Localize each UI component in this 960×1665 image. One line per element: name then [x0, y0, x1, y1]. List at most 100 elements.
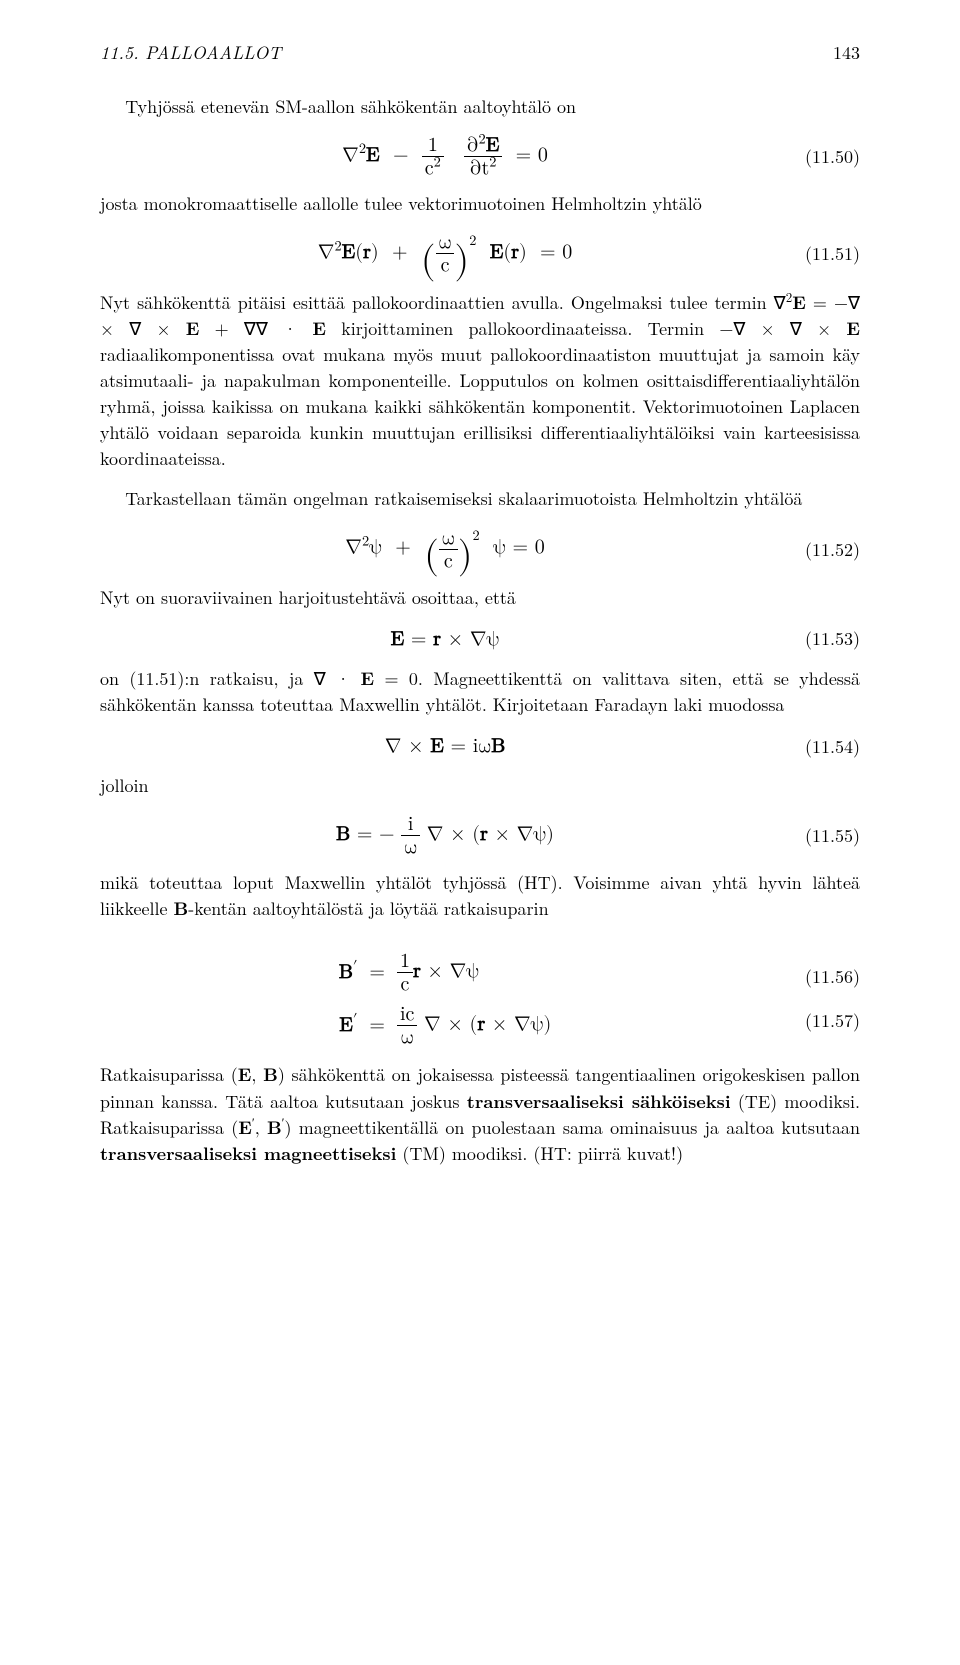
page-number: 143 [833, 40, 860, 66]
eqzero: = 0 [540, 242, 572, 262]
post: × ∇ψ) [488, 824, 554, 844]
num: ω [439, 527, 458, 550]
sup: 2 [489, 155, 496, 170]
sup: 2 [334, 239, 341, 254]
vector-E: E [792, 290, 806, 315]
vector-E: E [312, 316, 326, 341]
text: (TM) moodiksi. (HT: piirrä kuvat!) [396, 1141, 683, 1166]
equation-number: (11.57) [790, 1008, 860, 1034]
equation-body: B = − i ω ∇ × (r × ∇ψ) [100, 813, 790, 858]
num: i [401, 813, 420, 836]
prime: ′ [353, 959, 357, 974]
eqzero: = 0 [516, 145, 548, 165]
bold-tm: transversaaliseksi magneettiseksi [100, 1141, 396, 1166]
text: radiaalikomponentissa ovat mukana myös m… [100, 342, 860, 471]
equation-11-55: B = − i ω ∇ × (r × ∇ψ) (11.55) [100, 813, 860, 858]
post: × ∇ψ [421, 961, 479, 981]
pre: ∇ × ( [420, 824, 480, 844]
frac-d2E-dt2: ∂2E ∂t2 [464, 134, 503, 179]
equation-number: (11.51) [790, 241, 860, 267]
num: ic [397, 1003, 417, 1026]
equation-number: (11.53) [790, 626, 860, 652]
equation-number: (11.54) [790, 734, 860, 760]
nabla-cross: ∇ × [385, 736, 431, 756]
frac-omega-c: ω c [439, 527, 458, 572]
den: c [397, 973, 413, 995]
sup: 2 [473, 528, 480, 543]
minus: − [393, 145, 409, 165]
vector-B: B [336, 824, 350, 844]
equation-11-53: E = r × ∇ψ (11.53) [100, 625, 860, 654]
text: kirjoittaminen pallokoordinaateissa. Ter… [326, 316, 846, 341]
equation-number: (11.55) [790, 823, 860, 849]
lparen: ( [424, 539, 439, 573]
nabla: ∇ [342, 145, 359, 165]
text: Nyt sähkökenttä pitäisi esittää pallokoo… [100, 290, 786, 315]
den: c [425, 158, 434, 178]
partial: ∂ [467, 135, 479, 155]
nabla: ∇ [318, 242, 335, 262]
vector-E: E [490, 242, 504, 262]
section-label: 11.5. PALLOAALLOT [100, 40, 281, 66]
pre: ∇ × ( [417, 1014, 477, 1034]
vector-r: r [433, 629, 441, 649]
text: , [255, 1115, 267, 1140]
equation-11-50: ∇2E − 1 c2 ∂2E ∂t2 = 0 (11.50) [100, 134, 860, 179]
rest: × ∇ψ [441, 629, 499, 649]
paragraph-8: mikä toteuttaa loput Maxwellin yhtälöt t… [100, 870, 860, 922]
vector-E: E [342, 242, 356, 262]
vector-E: E [391, 629, 405, 649]
text: -kentän aaltoyhtälöstä ja löytää ratkais… [188, 896, 548, 921]
frac-i-omega: i ω [401, 813, 420, 858]
text: Ratkaisuparissa ( [100, 1062, 238, 1087]
plus: + [395, 537, 411, 557]
num: 1 [428, 135, 438, 155]
equation-body: ∇ × E = iωB [100, 732, 790, 761]
lparen: ( [421, 244, 436, 278]
vector-B: B [339, 962, 353, 982]
paragraph-9: Ratkaisuparissa (E, B) sähkökenttä on jo… [100, 1062, 860, 1166]
vector-E: E [846, 316, 860, 341]
text: + ∇∇ · [199, 316, 312, 341]
dt: ∂t [470, 158, 490, 178]
sup: 2 [359, 141, 366, 156]
vector-r: r [480, 824, 488, 844]
text: on (11.51):n ratkaisu, ja ∇ · [100, 666, 361, 691]
frac-1-c: 1 c [397, 950, 413, 995]
paragraph-6: on (11.51):n ratkaisu, ja ∇ · E = 0. Mag… [100, 666, 860, 718]
num: 1 [397, 950, 413, 973]
vector-r: r [477, 1014, 485, 1034]
equation-11-51: ∇2E(r) + ( ω c )2 E(r) = 0 (11.51) [100, 231, 860, 277]
vector-E: E [186, 316, 200, 341]
den: c [439, 550, 458, 572]
eq: = [363, 999, 391, 1052]
equation-body: E = r × ∇ψ [100, 625, 790, 654]
vector-r: r [363, 242, 371, 262]
den: ω [401, 836, 420, 858]
plus: + [392, 242, 408, 262]
paragraph-7: jolloin [100, 773, 860, 799]
vector-E: E [430, 736, 444, 756]
equation-body: ∇2E(r) + ( ω c )2 E(r) = 0 [100, 231, 790, 277]
nabla: ∇ [345, 537, 362, 557]
num: ω [436, 231, 455, 254]
text: , [251, 1062, 263, 1087]
den: ω [397, 1026, 417, 1048]
paragraph-4: Tarkastellaan tämän ongelman ratkaisemis… [100, 486, 860, 512]
vector-E: E [238, 1062, 252, 1087]
vector-E: E [486, 135, 500, 155]
vector-E: E [361, 666, 375, 691]
paragraph-2: josta monokromaattiselle aallolle tulee … [100, 191, 860, 217]
paragraph-1: Tyhjössä etenevän SM-aallon sähkökentän … [100, 94, 860, 120]
bold-te: transversaaliseksi sähköiseksi [467, 1089, 731, 1114]
psi: ψ [369, 537, 382, 557]
vector-E: E [339, 1015, 353, 1035]
rparen: ) [454, 244, 469, 278]
frac-ic-omega: ic ω [397, 1003, 417, 1048]
eq: = [363, 946, 391, 999]
frac-omega-c: ω c [436, 231, 455, 276]
equation-11-54: ∇ × E = iωB (11.54) [100, 732, 860, 761]
vector-r: r [511, 242, 519, 262]
vector-B: B [174, 896, 189, 921]
equation-body: ∇2E − 1 c2 ∂2E ∂t2 = 0 [100, 134, 790, 179]
